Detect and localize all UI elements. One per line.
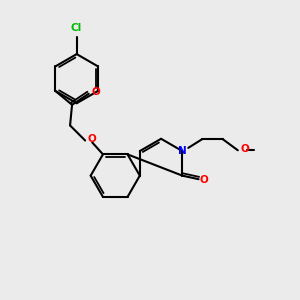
Text: O: O xyxy=(92,87,100,97)
Text: O: O xyxy=(87,134,96,144)
Text: N: N xyxy=(178,146,187,156)
Text: O: O xyxy=(241,145,250,154)
Text: O: O xyxy=(200,176,208,185)
Text: Cl: Cl xyxy=(70,23,82,34)
